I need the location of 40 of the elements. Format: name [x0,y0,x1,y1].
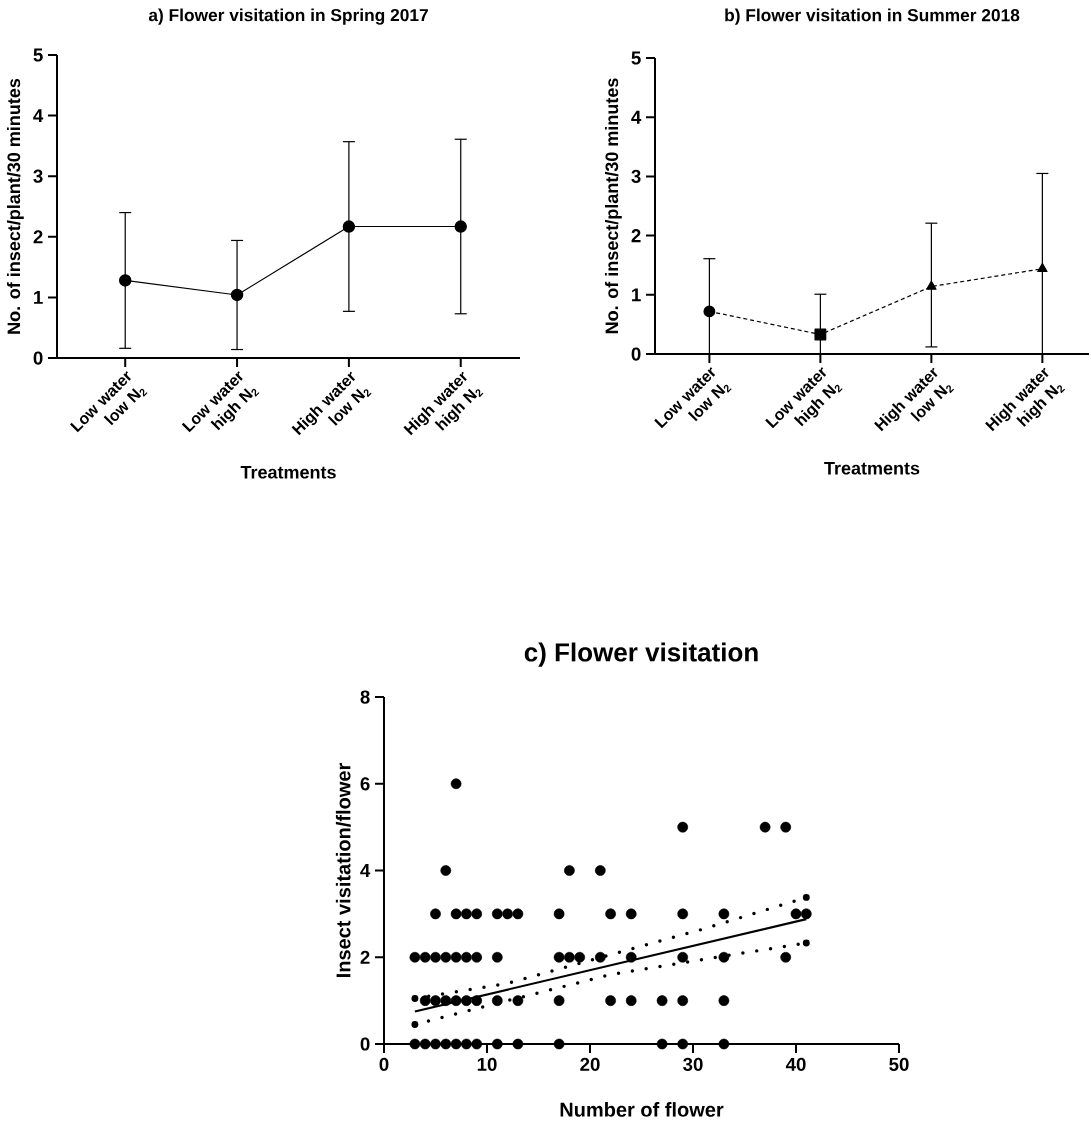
y-tick-label: 2 [360,950,370,964]
point [411,1021,419,1028]
y-tick-label: 3 [631,169,641,184]
y-tick-label: 4 [631,110,642,124]
x-axis-title: Number of flower [560,1102,724,1117]
chart-title: b) Flower visitation in Summer 2018 [725,8,1020,25]
x-tick-label: 0 [379,1057,389,1071]
y-tick-label: 4 [360,864,371,877]
chart-title: a) Flower visitation in Spring 2017 [148,8,428,25]
point [454,220,467,233]
x-tick-label: 40 [785,1057,806,1071]
point [802,893,810,901]
y-tick-label: 5 [631,51,641,65]
chart-title: c) Flower visitation [524,642,758,667]
y-tick-label: 8 [360,690,370,704]
point [802,939,810,947]
y-tick-label: 0 [33,351,43,365]
y-tick-label: 1 [34,290,43,304]
y-tick-label: 4 [33,109,44,123]
point [411,995,419,1002]
y-tick-label: 5 [33,48,43,62]
y-axis-title: No. of insect/plant/30 minutes [6,78,24,334]
x-tick-label: 20 [580,1057,600,1071]
y-tick-label: 3 [33,169,43,183]
y-tick-label: 2 [631,229,641,243]
x-axis-title: Treatments [240,466,336,479]
x-tick-label: 30 [683,1057,703,1071]
x-tick-label: 10 [477,1057,497,1071]
y-tick-label: 2 [33,230,43,244]
y-tick-label: 0 [360,1037,370,1051]
point [119,274,132,287]
point [342,220,356,233]
y-axis-title: Insect visitation/flower [335,763,351,977]
y-axis-title: No. of insect/plant/30 minutes [604,78,622,334]
x-tick-label: 50 [889,1057,909,1071]
point [230,288,244,302]
y-tick-label: 6 [360,777,370,791]
y-tick-label: 1 [632,288,641,302]
y-tick-label: 0 [631,347,641,361]
x-axis-title: Treatments [824,462,920,475]
